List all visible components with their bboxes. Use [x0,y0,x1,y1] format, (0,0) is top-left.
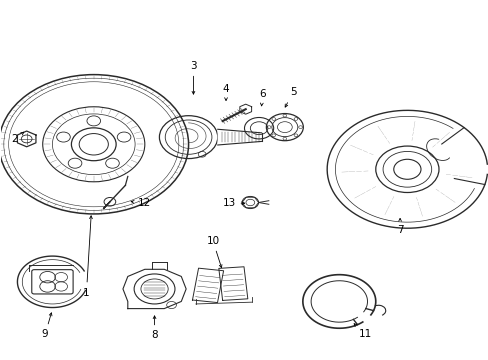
Text: 1: 1 [83,216,92,297]
Text: 5: 5 [285,87,296,107]
Text: 8: 8 [151,316,158,341]
Text: 2: 2 [12,132,24,144]
Text: 6: 6 [259,89,265,106]
Text: 12: 12 [131,198,151,208]
Text: 10: 10 [206,236,222,267]
Text: 11: 11 [353,324,371,339]
Text: 7: 7 [396,219,403,235]
Text: 9: 9 [42,313,52,339]
Text: 3: 3 [190,61,196,94]
Text: 4: 4 [222,84,229,100]
Text: 13: 13 [222,198,244,208]
